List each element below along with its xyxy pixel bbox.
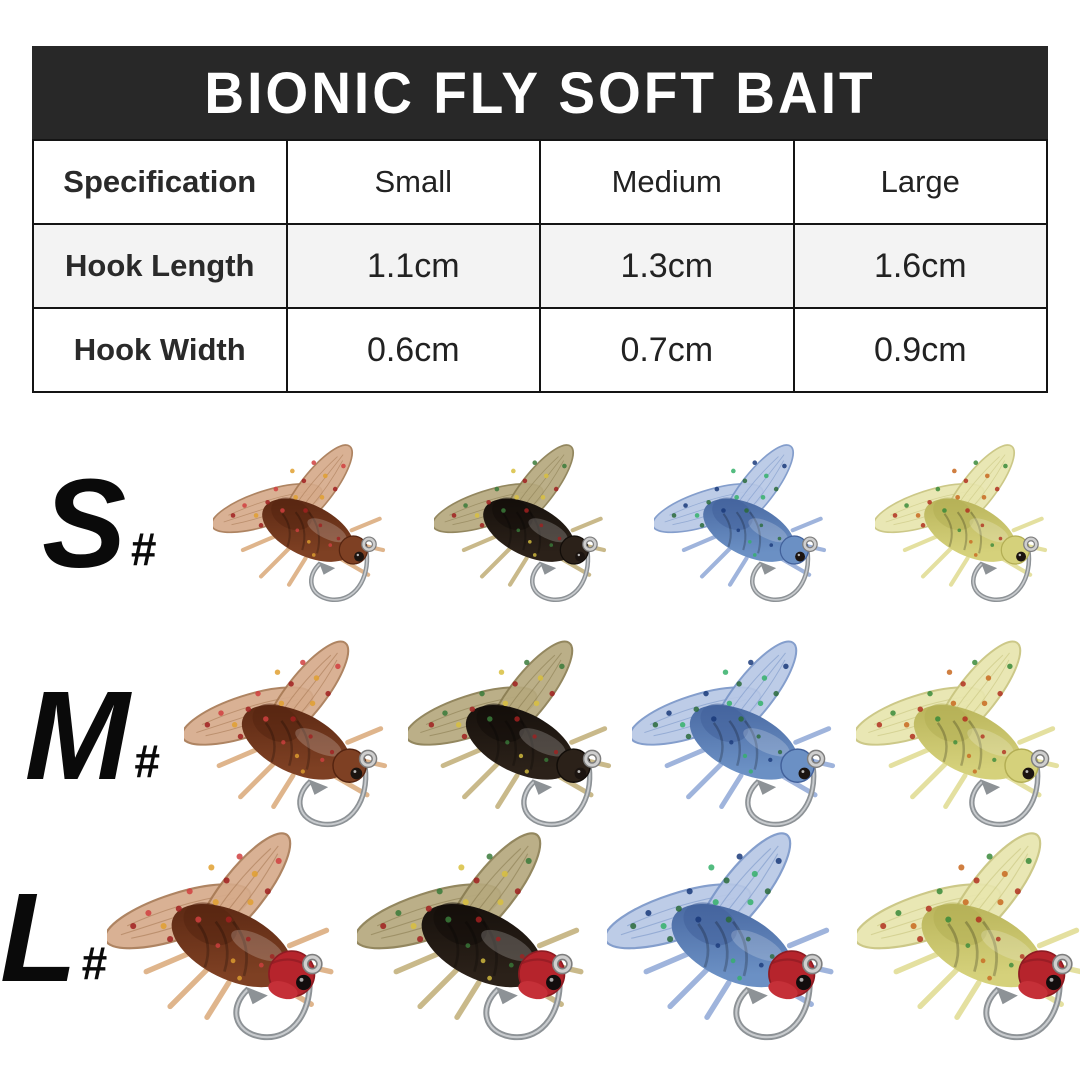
row-size-label-m: M # [0,664,184,806]
fly-photo-m-brown [184,633,408,838]
size-letter: L [0,866,77,1008]
fly-row-m: M # [0,628,1080,843]
row-size-label-s: S # [0,453,198,595]
row-size-label-l: L # [0,866,107,1008]
fly-photo-m-black [408,633,632,838]
fly-photo-s-black [419,438,640,611]
fly-row-l: L # [0,830,1080,1045]
fly-row-s: S # [0,424,1080,624]
page-title: BIONIC FLY SOFT BAIT [204,59,876,126]
table-header-row: Specification Small Medium Large [32,139,1048,225]
hash-suffix: # [80,936,107,989]
fly-photo-s-brown [198,438,419,611]
fly-photo-s-yellow [860,438,1080,611]
col-header-medium: Medium [539,139,795,225]
hook-length-small: 1.1cm [285,223,541,309]
hook-width-small: 0.6cm [285,307,541,393]
fly-photo-s-blue [639,438,860,611]
spec-table: Specification Small Medium Large Hook Le… [32,139,1048,393]
table-row-hook-width: Hook Width 0.6cm 0.7cm 0.9cm [32,307,1048,393]
fly-photo-m-yellow [856,633,1080,838]
col-header-specification: Specification [32,139,288,225]
fly-photo-l-blue [606,824,857,1052]
size-letter: M [24,664,130,806]
col-header-small: Small [285,139,541,225]
fly-photo-l-brown [106,824,357,1052]
fly-photo-m-blue [632,633,856,838]
size-letter: S [42,453,127,595]
hook-length-large: 1.6cm [792,223,1048,309]
row-label-hook-length: Hook Length [32,223,288,309]
hook-length-medium: 1.3cm [539,223,795,309]
table-row-hook-length: Hook Length 1.1cm 1.3cm 1.6cm [32,223,1048,309]
hash-suffix: # [133,734,160,787]
fly-grid: S # [0,410,1080,1070]
hook-width-medium: 0.7cm [539,307,795,393]
row-label-hook-width: Hook Width [32,307,288,393]
title-banner: BIONIC FLY SOFT BAIT [32,46,1048,139]
col-header-large: Large [792,139,1048,225]
fly-photo-l-black [356,824,607,1052]
hook-width-large: 0.9cm [792,307,1048,393]
hash-suffix: # [130,523,156,576]
fly-photo-l-yellow [856,824,1080,1052]
